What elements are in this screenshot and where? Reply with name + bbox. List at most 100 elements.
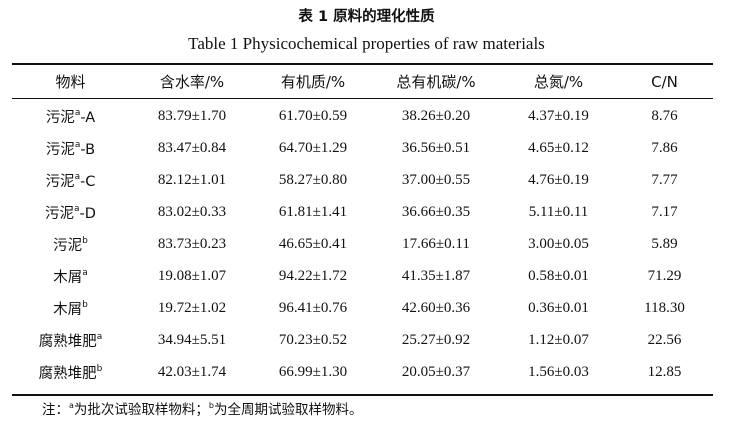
column-header: C/N — [651, 72, 678, 91]
material-suffix: -D — [79, 205, 96, 222]
material-footnote-mark: b — [82, 299, 88, 310]
table-footnote: 注：a为批次试验取样物料；b为全周期试验取样物料。 — [42, 398, 363, 419]
material-suffix: -C — [80, 173, 96, 190]
top-rule — [12, 63, 713, 65]
footnote-mark-b: b — [208, 401, 214, 410]
cn-ratio-cell: 118.30 — [644, 299, 685, 316]
total-organic-carbon-cell: 36.66±0.35 — [401, 203, 471, 220]
table-header-row: 物料 含水率/% 有机质/% 总有机碳/% 总氮/% C/N — [12, 65, 713, 98]
cn-ratio-cell: 7.17 — [651, 203, 678, 220]
material-suffix: -A — [80, 109, 96, 126]
moisture-cell: 83.47±0.84 — [157, 139, 227, 156]
table-body: 污泥a-A 83.79±1.70 61.70±0.59 38.26±0.20 4.37±… — [12, 98, 713, 388]
material-name: 污泥 — [53, 237, 83, 254]
cn-ratio-cell: 71.29 — [647, 267, 682, 284]
material-cell: 污泥a-D — [12, 196, 129, 228]
moisture-cell: 83.02±0.33 — [157, 203, 227, 220]
organic-matter-cell: 70.23±0.52 — [278, 331, 348, 348]
total-nitrogen-cell: 0.36±0.01 — [528, 299, 589, 316]
column-header: 总有机碳/% — [396, 73, 476, 91]
material-name: 污泥 — [45, 141, 75, 158]
table-title-chinese: 表 1 原料的理化性质 — [298, 9, 435, 25]
material-cell: 腐熟堆肥b — [12, 356, 129, 388]
total-nitrogen-cell: 5.11±0.11 — [528, 203, 589, 220]
material-name: 腐熟堆肥 — [38, 333, 97, 350]
cn-ratio-cell: 12.85 — [647, 363, 682, 380]
header-rule — [12, 98, 713, 99]
table-row: 污泥a-D 83.02±0.33 61.81±1.41 36.66±0.35 5.11±… — [12, 196, 713, 228]
material-cell: 污泥a-B — [12, 132, 129, 164]
cn-ratio-cell: 8.76 — [651, 107, 678, 124]
total-organic-carbon-cell: 37.00±0.55 — [401, 171, 471, 188]
column-header: 物料 — [55, 73, 86, 91]
material-name: 木屑 — [53, 301, 83, 318]
material-footnote-mark: b — [96, 363, 103, 374]
organic-matter-cell: 66.99±1.30 — [278, 363, 348, 380]
total-nitrogen-cell: 0.58±0.01 — [528, 267, 589, 284]
organic-matter-cell: 58.27±0.80 — [278, 171, 348, 188]
moisture-cell: 82.12±1.01 — [157, 171, 227, 188]
organic-matter-cell: 94.22±1.72 — [278, 267, 348, 284]
material-footnote-mark: a — [96, 331, 103, 342]
table-row: 木屑b 19.72±1.02 96.41±0.76 42.60±0.36 0.36±0.… — [12, 292, 713, 324]
table-title-english: Table 1 Physicochemical properties of ra… — [188, 34, 545, 53]
table-row: 腐熟堆肥a 34.94±5.51 70.23±0.52 25.27±0.92 1.12±… — [12, 324, 713, 356]
organic-matter-cell: 61.81±1.41 — [278, 203, 348, 220]
table-row: 腐熟堆肥b 42.03±1.74 66.99±1.30 20.05±0.37 1.56±… — [12, 356, 713, 388]
column-header: 总氮/% — [533, 73, 584, 91]
table-row: 污泥a-C 82.12±1.01 58.27±0.80 37.00±0.55 4.76±… — [12, 164, 713, 196]
organic-matter-cell: 64.70±1.29 — [278, 139, 348, 156]
organic-matter-cell: 46.65±0.41 — [278, 235, 348, 252]
material-cell: 腐熟堆肥a — [12, 324, 129, 356]
material-name: 污泥 — [45, 205, 75, 222]
material-cell: 木屑b — [12, 292, 129, 324]
total-organic-carbon-cell: 41.35±1.87 — [401, 267, 471, 284]
total-nitrogen-cell: 4.37±0.19 — [528, 107, 589, 124]
material-name: 污泥 — [45, 109, 75, 126]
material-footnote-mark: a — [82, 267, 88, 278]
material-footnote-mark: a — [74, 107, 81, 118]
material-cell: 污泥a-A — [12, 98, 129, 132]
moisture-cell: 83.73±0.23 — [157, 235, 227, 252]
organic-matter-cell: 61.70±0.59 — [278, 107, 348, 124]
footnote-mark-a: a — [69, 401, 74, 410]
material-footnote-mark: a — [74, 171, 81, 182]
column-header: 有机质/% — [280, 73, 346, 91]
material-name: 污泥 — [45, 173, 75, 190]
total-nitrogen-cell: 1.56±0.03 — [528, 363, 589, 380]
column-header: 含水率/% — [159, 73, 225, 91]
table-row: 污泥a-A 83.79±1.70 61.70±0.59 38.26±0.20 4.37±… — [12, 98, 713, 132]
moisture-cell: 34.94±5.51 — [157, 331, 227, 348]
material-footnote-mark: a — [74, 139, 81, 150]
table-row: 污泥b 83.73±0.23 46.65±0.41 17.66±0.11 3.00±0.… — [12, 228, 713, 260]
total-nitrogen-cell: 1.12±0.07 — [528, 331, 589, 348]
material-name: 木屑 — [53, 269, 83, 286]
properties-table: 物料 含水率/% 有机质/% 总有机碳/% 总氮/% C/N 污泥a-A 83.7… — [12, 65, 713, 388]
organic-matter-cell: 96.41±0.76 — [278, 299, 348, 316]
total-organic-carbon-cell: 17.66±0.11 — [402, 235, 470, 252]
material-cell: 污泥b — [12, 228, 129, 260]
footnote-text-b: 为全周期试验取样物料。 — [213, 402, 363, 418]
footnote-text-a: 为批次试验取样物料； — [73, 402, 209, 418]
material-footnote-mark: b — [82, 235, 88, 246]
moisture-cell: 42.03±1.74 — [157, 363, 227, 380]
table-row: 污泥a-B 83.47±0.84 64.70±1.29 36.56±0.51 4.65±… — [12, 132, 713, 164]
material-suffix: -B — [80, 141, 96, 158]
footnote-prefix: 注： — [42, 402, 69, 418]
bottom-rule — [12, 394, 713, 396]
total-organic-carbon-cell: 36.56±0.51 — [401, 139, 471, 156]
total-organic-carbon-cell: 25.27±0.92 — [401, 331, 471, 348]
total-nitrogen-cell: 3.00±0.05 — [528, 235, 589, 252]
total-nitrogen-cell: 4.76±0.19 — [528, 171, 589, 188]
total-organic-carbon-cell: 38.26±0.20 — [401, 107, 471, 124]
cn-ratio-cell: 7.86 — [651, 139, 678, 156]
material-cell: 木屑a — [12, 260, 129, 292]
total-organic-carbon-cell: 20.05±0.37 — [401, 363, 471, 380]
cn-ratio-cell: 7.77 — [651, 171, 678, 188]
material-footnote-mark: a — [74, 203, 80, 214]
total-nitrogen-cell: 4.65±0.12 — [528, 139, 589, 156]
total-organic-carbon-cell: 42.60±0.36 — [401, 299, 471, 316]
material-name: 腐熟堆肥 — [38, 365, 97, 382]
cn-ratio-cell: 5.89 — [651, 235, 678, 252]
moisture-cell: 19.72±1.02 — [157, 299, 227, 316]
